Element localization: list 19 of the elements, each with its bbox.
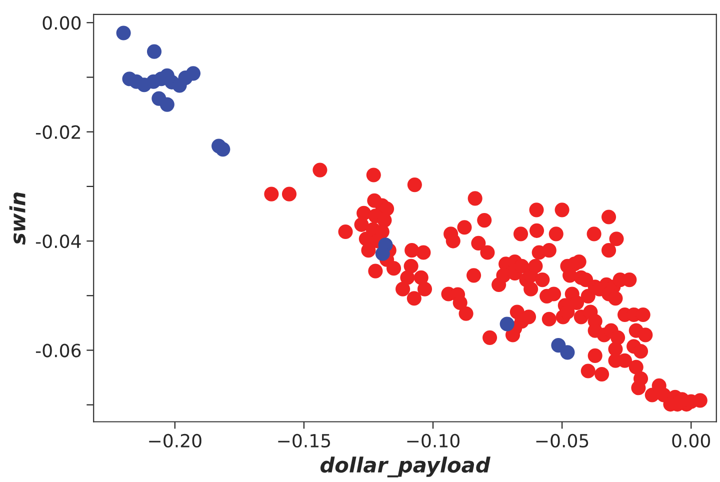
y-tick-label: -0.02 [36,125,80,139]
point [146,44,162,59]
point [160,97,174,112]
point [116,26,131,40]
x-tick-label: −0.15 [278,434,330,448]
x-tick-label: −0.20 [149,434,202,448]
point [560,345,575,360]
y-tick-label: 0.00 [42,16,81,30]
point [375,246,390,261]
y-axis-title: swin [9,192,26,245]
y-tick-label: -0.04 [36,234,81,248]
x-tick-label: −0.05 [536,434,588,448]
point [186,66,201,81]
x-tick-label: 0.00 [672,434,710,448]
point [216,142,230,157]
point [500,316,514,332]
y-tick-label: -0.06 [36,344,81,358]
x-tick-label: −0.10 [407,434,460,448]
x-axis-title: dollar_payload [320,456,490,478]
